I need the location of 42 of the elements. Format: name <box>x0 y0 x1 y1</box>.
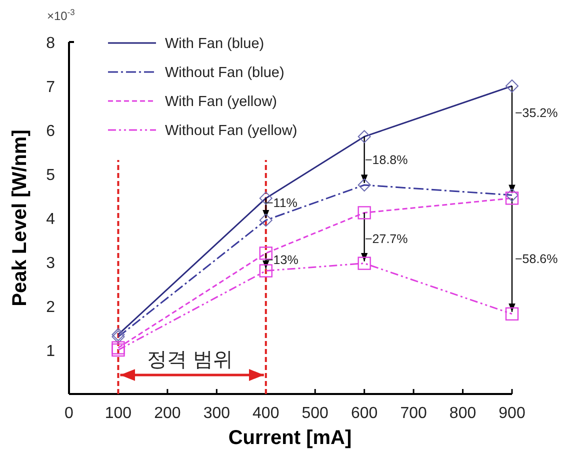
x-tick-label: 300 <box>203 405 230 422</box>
x-tick-label: 0 <box>64 405 74 422</box>
annotation: −13% <box>266 253 298 267</box>
annotation: 정격 범위 <box>147 349 233 371</box>
point <box>112 343 125 357</box>
point <box>506 188 518 202</box>
text: −58.6% <box>515 252 558 266</box>
x-axis-title: Current [mA] <box>228 427 352 449</box>
point <box>358 178 371 192</box>
point <box>112 341 125 354</box>
y-tick-label: 6 <box>46 123 56 140</box>
y-axis-title: Peak Level [W/nm] <box>9 130 31 306</box>
point <box>358 256 371 270</box>
x-tick-label: 200 <box>154 405 181 422</box>
point <box>505 307 519 321</box>
x-tick-label: 100 <box>104 405 132 422</box>
y-tick-label: 8 <box>46 35 56 52</box>
x-tick-label: 600 <box>350 405 378 422</box>
annotation: −18.8% <box>365 153 408 167</box>
legend-label: Without Fan (blue) <box>165 65 284 81</box>
y-tick-label: 4 <box>46 211 56 228</box>
x-tick-label: 400 <box>252 405 280 422</box>
y-tick-label: 7 <box>46 79 56 96</box>
y-tick-label: 2 <box>46 299 56 316</box>
text: ×10$^{-3}$ <box>47 7 76 23</box>
point <box>358 206 371 220</box>
legend-label: Without Fan (yellow) <box>165 123 298 139</box>
legend-label: With Fan (yellow) <box>165 94 277 110</box>
x-tick-label: 700 <box>400 405 427 422</box>
x-tick-label: 800 <box>449 405 476 422</box>
point <box>259 264 272 278</box>
y-tick-label: 5 <box>46 167 56 184</box>
y-tick-label: 1 <box>46 343 56 360</box>
point <box>505 192 519 205</box>
annotation: −27.7% <box>365 232 408 246</box>
annotation: −11% <box>266 196 298 210</box>
text: −35.2% <box>515 106 558 120</box>
x-tick-label: 900 <box>498 405 526 422</box>
legend-label: With Fan (blue) <box>165 36 264 52</box>
x-tick-label: 500 <box>302 405 329 422</box>
point <box>259 214 272 227</box>
y-tick-label: 3 <box>46 255 56 272</box>
